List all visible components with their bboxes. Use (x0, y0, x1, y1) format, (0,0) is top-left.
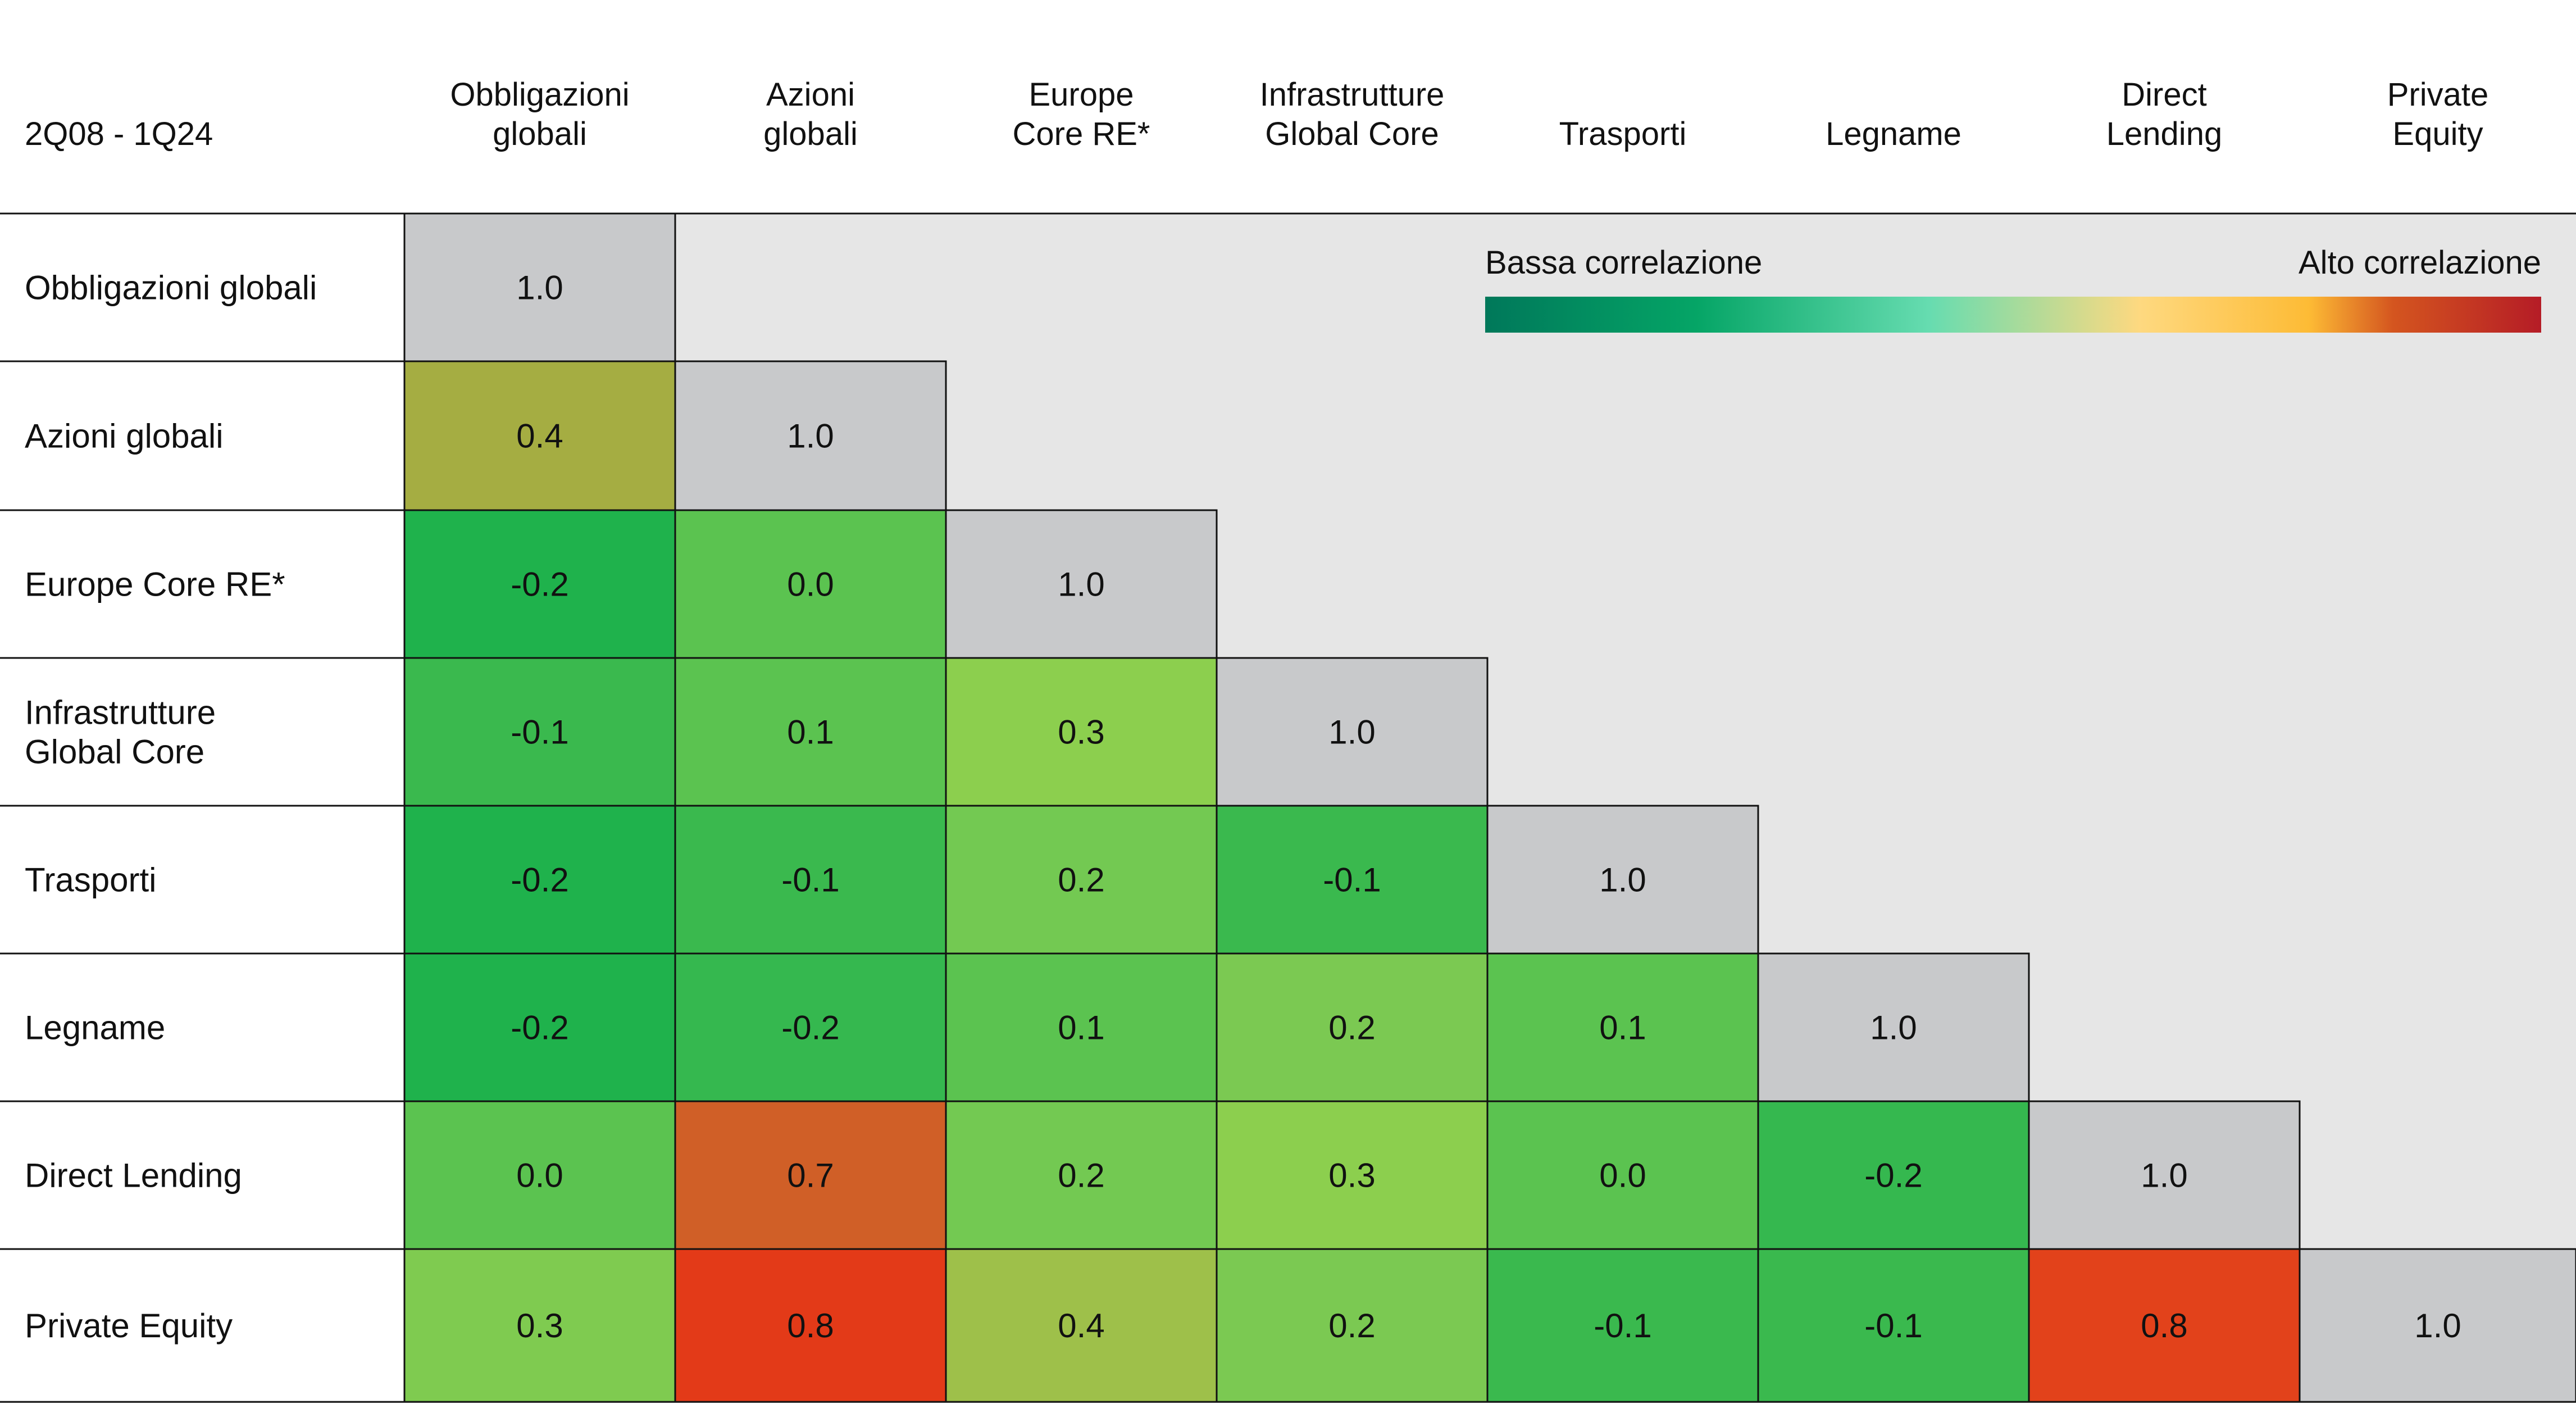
matrix-cell (403, 360, 676, 511)
cell-value: 0.2 (1328, 1307, 1375, 1345)
legend-low-label: Bassa correlazione (1485, 244, 1762, 281)
matrix-cell (674, 1248, 947, 1403)
matrix-cell (674, 1100, 947, 1250)
legend-color-bar (1485, 297, 2541, 333)
column-header: Azioni globali (763, 76, 858, 152)
matrix-cell (674, 805, 947, 955)
matrix-cell (403, 1248, 676, 1403)
cell-value: 1.0 (1328, 714, 1375, 751)
cell-value: 0.1 (1599, 1009, 1646, 1047)
cell-value: 0.3 (516, 1307, 563, 1345)
matrix-cell (1486, 1248, 1759, 1403)
cell-value: 0.4 (516, 417, 563, 455)
cell-value: -0.2 (511, 1009, 568, 1047)
matrix-cell (945, 1100, 1218, 1250)
legend-high-label: Alto correlazione (2299, 244, 2541, 281)
cell-value: -0.2 (1864, 1157, 1922, 1195)
row-label: Trasporti (25, 861, 157, 899)
cell-value: 1.0 (1870, 1009, 1917, 1047)
cell-value: 1.0 (787, 417, 834, 455)
cell-value: 0.3 (1328, 1157, 1375, 1195)
cell-value: 1.0 (1599, 861, 1646, 899)
matrix-cell (1757, 952, 2030, 1102)
cell-value: -0.1 (1594, 1307, 1651, 1345)
matrix-cell (674, 952, 947, 1102)
cell-value: -0.1 (1323, 861, 1381, 899)
period-label: 2Q08 - 1Q24 (25, 116, 213, 152)
matrix-cell (1216, 1100, 1489, 1250)
cell-value: 1.0 (1058, 566, 1104, 603)
matrix-cell (403, 212, 676, 362)
column-header: Private Equity (2387, 76, 2489, 152)
matrix-cell (1216, 657, 1489, 807)
row-label: Private Equity (25, 1307, 233, 1345)
matrix-cell (403, 509, 676, 659)
cell-value: 0.2 (1058, 1157, 1104, 1195)
matrix-cell (945, 805, 1218, 955)
matrix-cell (674, 657, 947, 807)
cell-value: -0.1 (511, 714, 568, 751)
cell-value: 1.0 (2141, 1157, 2187, 1195)
row-label: Infrastrutture Global Core (25, 694, 216, 771)
matrix-cell (403, 952, 676, 1102)
cell-value: -0.2 (511, 861, 568, 899)
row-label: Europe Core RE* (25, 566, 285, 603)
matrix-cell (674, 360, 947, 511)
matrix-cell (403, 1100, 676, 1250)
matrix-cell (403, 657, 676, 807)
row-label: Legname (25, 1009, 165, 1047)
matrix-cell (945, 1248, 1218, 1403)
cell-value: 0.8 (2141, 1307, 2187, 1345)
column-header: Europe Core RE* (1013, 76, 1150, 152)
column-header: Trasporti (1559, 116, 1687, 152)
cell-value: 0.4 (1058, 1307, 1104, 1345)
cell-value: 0.7 (787, 1157, 834, 1195)
cell-value: 1.0 (2414, 1307, 2461, 1345)
row-label: Obbligazioni globali (25, 269, 317, 307)
cell-value: 0.8 (787, 1307, 834, 1345)
cell-value: -0.2 (511, 566, 568, 603)
matrix-cell (945, 952, 1218, 1102)
row-label: Azioni globali (25, 417, 224, 455)
matrix-cell (2299, 1248, 2576, 1403)
cell-value: -0.2 (781, 1009, 839, 1047)
matrix-cell (1486, 952, 1759, 1102)
cell-value: 0.3 (1058, 714, 1104, 751)
matrix-cell (2028, 1100, 2301, 1250)
cell-value: 0.0 (1599, 1157, 1646, 1195)
matrix-cell (1486, 805, 1759, 955)
cell-value: -0.1 (1864, 1307, 1922, 1345)
column-header: Obbligazioni globali (450, 76, 629, 152)
cell-value: 0.2 (1328, 1009, 1375, 1047)
matrix-cell (1486, 1100, 1759, 1250)
matrix-cell (1216, 952, 1489, 1102)
matrix-cell (945, 657, 1218, 807)
cell-value: 0.0 (516, 1157, 563, 1195)
column-header: Legname (1826, 116, 1961, 152)
cell-value: 0.0 (787, 566, 834, 603)
column-header: Infrastrutture Global Core (1260, 76, 1445, 152)
cell-value: -0.1 (781, 861, 839, 899)
cell-value: 0.1 (1058, 1009, 1104, 1047)
cell-value: 1.0 (516, 269, 563, 307)
row-label: Direct Lending (25, 1157, 242, 1195)
matrix-cell (2028, 1248, 2301, 1403)
cell-value: 0.2 (1058, 861, 1104, 899)
column-header: Direct Lending (2106, 76, 2222, 152)
matrix-cell (1757, 1248, 2030, 1403)
matrix-cell (1216, 805, 1489, 955)
cell-value: 0.1 (787, 714, 834, 751)
